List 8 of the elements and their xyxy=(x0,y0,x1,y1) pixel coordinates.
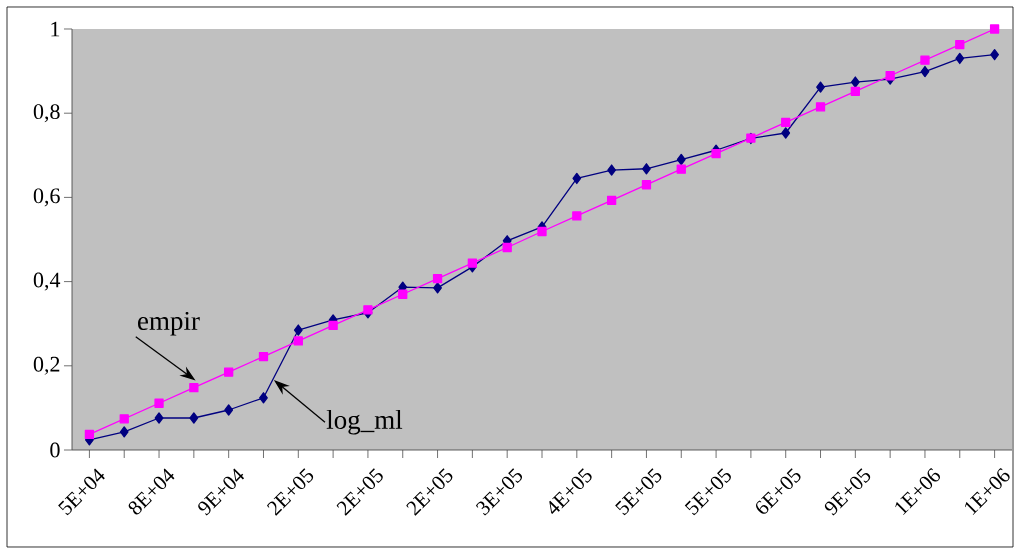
y-tick-label: 1 xyxy=(51,21,60,37)
y-tick-label: 0,6 xyxy=(33,188,60,207)
y-tick-label: 0,4 xyxy=(33,272,61,291)
y-tick-label: 0,2 xyxy=(33,356,60,375)
text: log_ml xyxy=(326,409,403,435)
series-label: empir xyxy=(138,311,200,336)
y-tick-label: 0,8 xyxy=(33,104,60,123)
y-tick-label: 0 xyxy=(50,442,60,458)
